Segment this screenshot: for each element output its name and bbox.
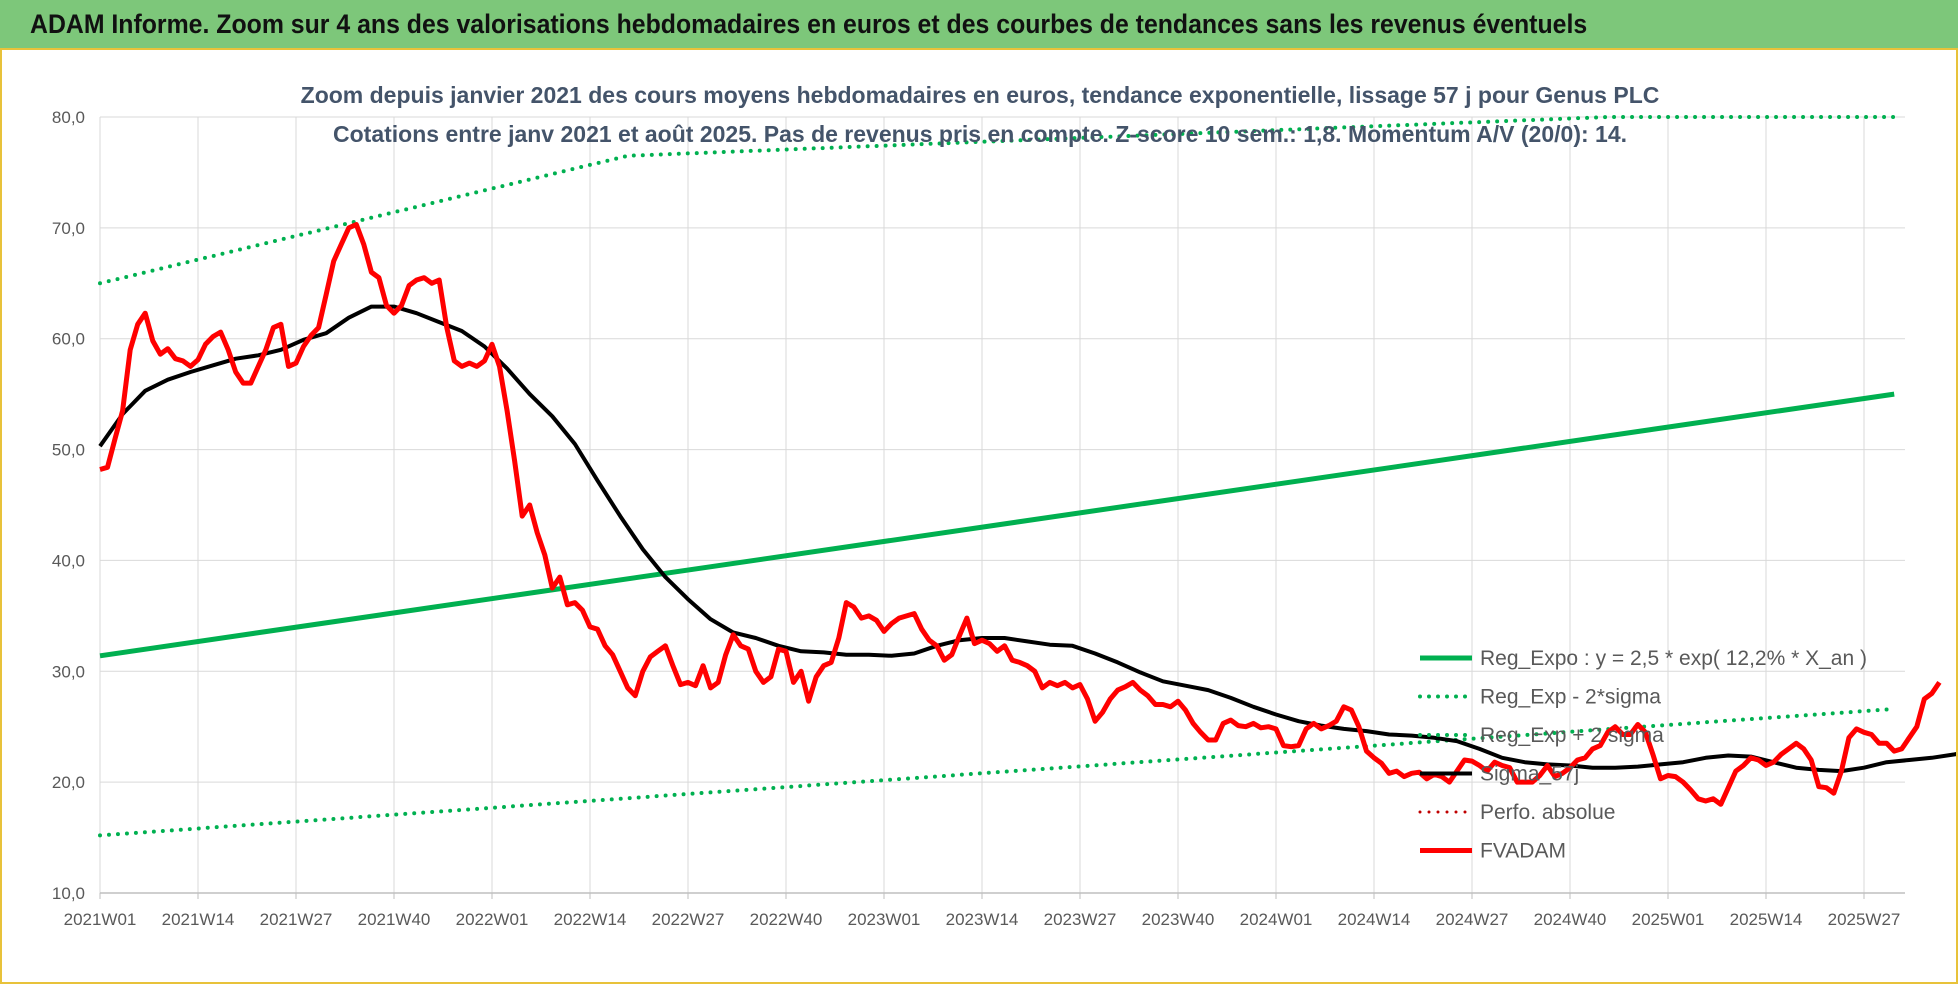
- x-tick-label: 2021W40: [358, 910, 431, 929]
- y-tick-label: 40,0: [52, 551, 85, 570]
- chart-area: 10,0 20,0 30,0 40,0 50,0 60,0 70,0 80,0 2021W01 2…: [0, 50, 1958, 984]
- legend-label: Reg_Exp + 2 sigma: [1480, 724, 1664, 747]
- axes: 10,0 20,0 30,0 40,0 50,0 60,0 70,0 80,0 2021W01 2…: [52, 108, 1905, 929]
- y-tick-label: 20,0: [52, 773, 85, 792]
- x-tick-label: 2023W01: [848, 910, 921, 929]
- legend-label: FVADAM: [1480, 840, 1566, 863]
- legend-label: Reg_Exp - 2*sigma: [1480, 686, 1661, 709]
- x-tick-label: 2022W14: [554, 910, 627, 929]
- x-tick-label: 2023W14: [946, 910, 1019, 929]
- series-line-sigma-57j: [98, 304, 1958, 774]
- y-tick-label: 60,0: [52, 330, 85, 349]
- legend: Reg_Expo : y = 2,5 * exp( 12,2% * X_an )…: [1418, 647, 1867, 863]
- chart-title-line-2: Cotations entre janv 2021 et août 2025. …: [333, 121, 1627, 147]
- x-tick-label: 2024W01: [1240, 910, 1313, 929]
- bottom-border: [0, 982, 1958, 984]
- x-tick-label: 2023W40: [1142, 910, 1215, 929]
- x-tick-label: 2021W27: [260, 910, 333, 929]
- x-tick-label: 2022W40: [750, 910, 823, 929]
- line-chart: 10,0 20,0 30,0 40,0 50,0 60,0 70,0 80,0 2021W01 2…: [52, 82, 1958, 929]
- legend-label: Sigma_57j: [1480, 763, 1579, 786]
- x-tick-label: 2024W14: [1338, 910, 1411, 929]
- x-tick-label: 2025W27: [1828, 910, 1901, 929]
- x-tick-label: 2021W14: [162, 910, 235, 929]
- series-line-reg-exp-2: [98, 707, 1897, 838]
- x-tick-label: 2023W27: [1044, 910, 1117, 929]
- y-tick-label: 50,0: [52, 441, 85, 460]
- chart-title: Zoom depuis janvier 2021 des cours moyen…: [301, 82, 1660, 147]
- report-banner: ADAM Informe. Zoom sur 4 ans des valoris…: [0, 0, 1958, 50]
- left-border: [0, 50, 2, 982]
- series-line-reg-expo-y: [99, 391, 1895, 659]
- x-tick-label: 2025W01: [1632, 910, 1705, 929]
- legend-label: Reg_Expo : y = 2,5 * exp( 12,2% * X_an ): [1480, 647, 1867, 670]
- y-tick-label: 70,0: [52, 219, 85, 238]
- series-layer: [98, 115, 1958, 838]
- right-border: [1956, 50, 1958, 982]
- report-title: ADAM Informe. Zoom sur 4 ans des valoris…: [30, 9, 1588, 39]
- legend-label: Perfo. absolue: [1480, 801, 1615, 824]
- series-line-fvadam: [99, 222, 1942, 807]
- x-tick-label: 2024W40: [1534, 910, 1607, 929]
- y-tick-label: 10,0: [52, 884, 85, 903]
- grid: [99, 116, 1905, 894]
- x-tick-label: 2025W14: [1730, 910, 1803, 929]
- y-tick-label: 30,0: [52, 662, 85, 681]
- x-tick-label: 2024W27: [1436, 910, 1509, 929]
- y-tick-label: 80,0: [52, 108, 85, 127]
- chart-title-line-1: Zoom depuis janvier 2021 des cours moyen…: [301, 82, 1660, 108]
- x-tick-label: 2022W01: [456, 910, 529, 929]
- x-tick-label: 2022W27: [652, 910, 725, 929]
- series-line-reg-exp-2: [98, 115, 1897, 286]
- x-tick-label: 2021W01: [64, 910, 137, 929]
